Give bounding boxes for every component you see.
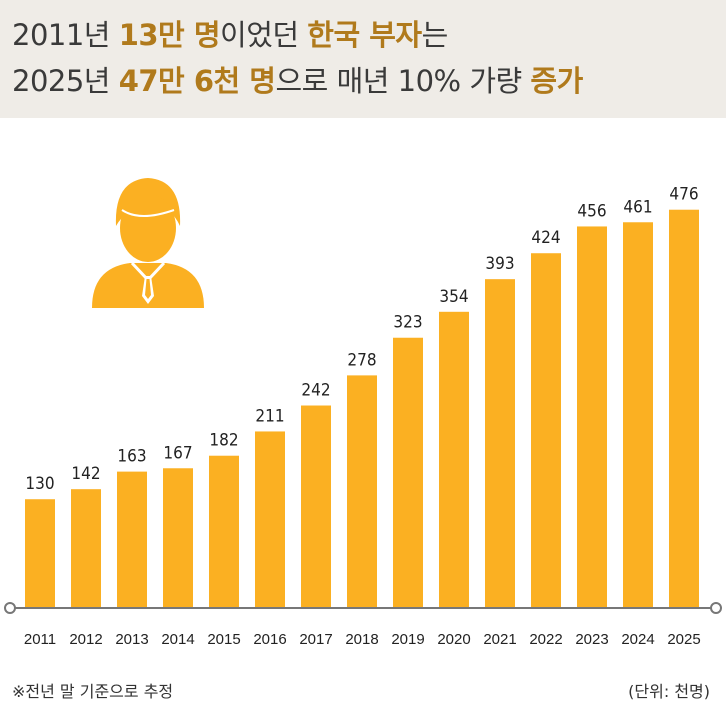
title-line1-segment-1: 13만 명 [118, 18, 221, 52]
bar-2024 [623, 222, 653, 608]
title-line-2: 2025년 47만 6천 명으로 매년 10% 가량 증가 [12, 58, 583, 100]
value-label-2019: 323 [393, 313, 422, 333]
value-label-2012: 142 [71, 464, 100, 484]
category-label-2024: 2024 [621, 631, 654, 648]
category-label-2022: 2022 [529, 631, 562, 648]
bar-2022 [531, 253, 561, 608]
title-line2-segment-0: 2025년 [12, 64, 119, 98]
bar-2014 [163, 468, 193, 608]
bar-2023 [577, 226, 607, 608]
bar-2016 [255, 431, 285, 608]
value-label-2021: 393 [485, 254, 514, 274]
category-label-2017: 2017 [299, 631, 332, 648]
category-label-2021: 2021 [483, 631, 516, 648]
category-label-2025: 2025 [667, 631, 700, 648]
axis-end-dot [710, 602, 722, 614]
bar-2020 [439, 311, 469, 608]
bar-2012 [71, 489, 101, 608]
category-label-2015: 2015 [207, 631, 240, 648]
category-label-2013: 2013 [115, 631, 148, 648]
category-label-2014: 2014 [161, 631, 194, 648]
title-line2-segment-3: 증가 [530, 64, 583, 98]
value-label-2013: 163 [117, 447, 146, 467]
title-line-1: 2011년 13만 명이었던 한국 부자는 [12, 12, 448, 54]
title-line1-segment-0: 2011년 [12, 18, 119, 52]
title-line2-segment-2: 으로 매년 10% 가량 [275, 64, 531, 98]
category-label-2023: 2023 [575, 631, 608, 648]
bar-2015 [209, 455, 239, 608]
title-line1-segment-2: 이었던 [220, 18, 308, 52]
category-label-2019: 2019 [391, 631, 424, 648]
bar-chart: 130 142 163 167 182 211 242 278 323 354 393 424 456 4… [4, 178, 722, 648]
title-line2-segment-1: 47만 6천 명 [118, 64, 276, 98]
value-label-2014: 167 [163, 443, 192, 463]
category-label-2016: 2016 [253, 631, 286, 648]
axis-start-dot [4, 602, 16, 614]
value-label-2025: 476 [669, 185, 698, 205]
bar-2019 [393, 337, 423, 608]
category-label-2012: 2012 [69, 631, 102, 648]
unit-label: (단위: 천명) [628, 682, 710, 701]
businessman-icon [92, 178, 204, 308]
value-label-2022: 424 [531, 228, 560, 248]
value-label-2016: 211 [255, 406, 284, 426]
value-label-2011: 130 [25, 474, 54, 494]
value-label-2015: 182 [209, 431, 238, 451]
bar-2018 [347, 375, 377, 608]
value-label-2017: 242 [301, 381, 330, 401]
bar-2011 [25, 499, 55, 608]
title-line1-segment-3: 한국 부자 [307, 18, 422, 52]
bar-2013 [117, 471, 147, 608]
title-line1-segment-4: 는 [421, 18, 449, 52]
category-label-2020: 2020 [437, 631, 470, 648]
category-label-2011: 2011 [24, 631, 56, 648]
bar-2025 [669, 209, 699, 608]
category-label-2018: 2018 [345, 631, 378, 648]
value-label-2020: 354 [439, 287, 468, 307]
bar-2021 [485, 279, 515, 608]
value-label-2024: 461 [623, 197, 652, 217]
footnote: ※전년 말 기준으로 추정 [12, 682, 174, 701]
value-label-2023: 456 [577, 201, 606, 221]
value-label-2018: 278 [347, 350, 376, 370]
header: 2011년 13만 명이었던 한국 부자는 2025년 47만 6천 명으로 매… [0, 0, 726, 118]
bar-2017 [301, 405, 331, 608]
